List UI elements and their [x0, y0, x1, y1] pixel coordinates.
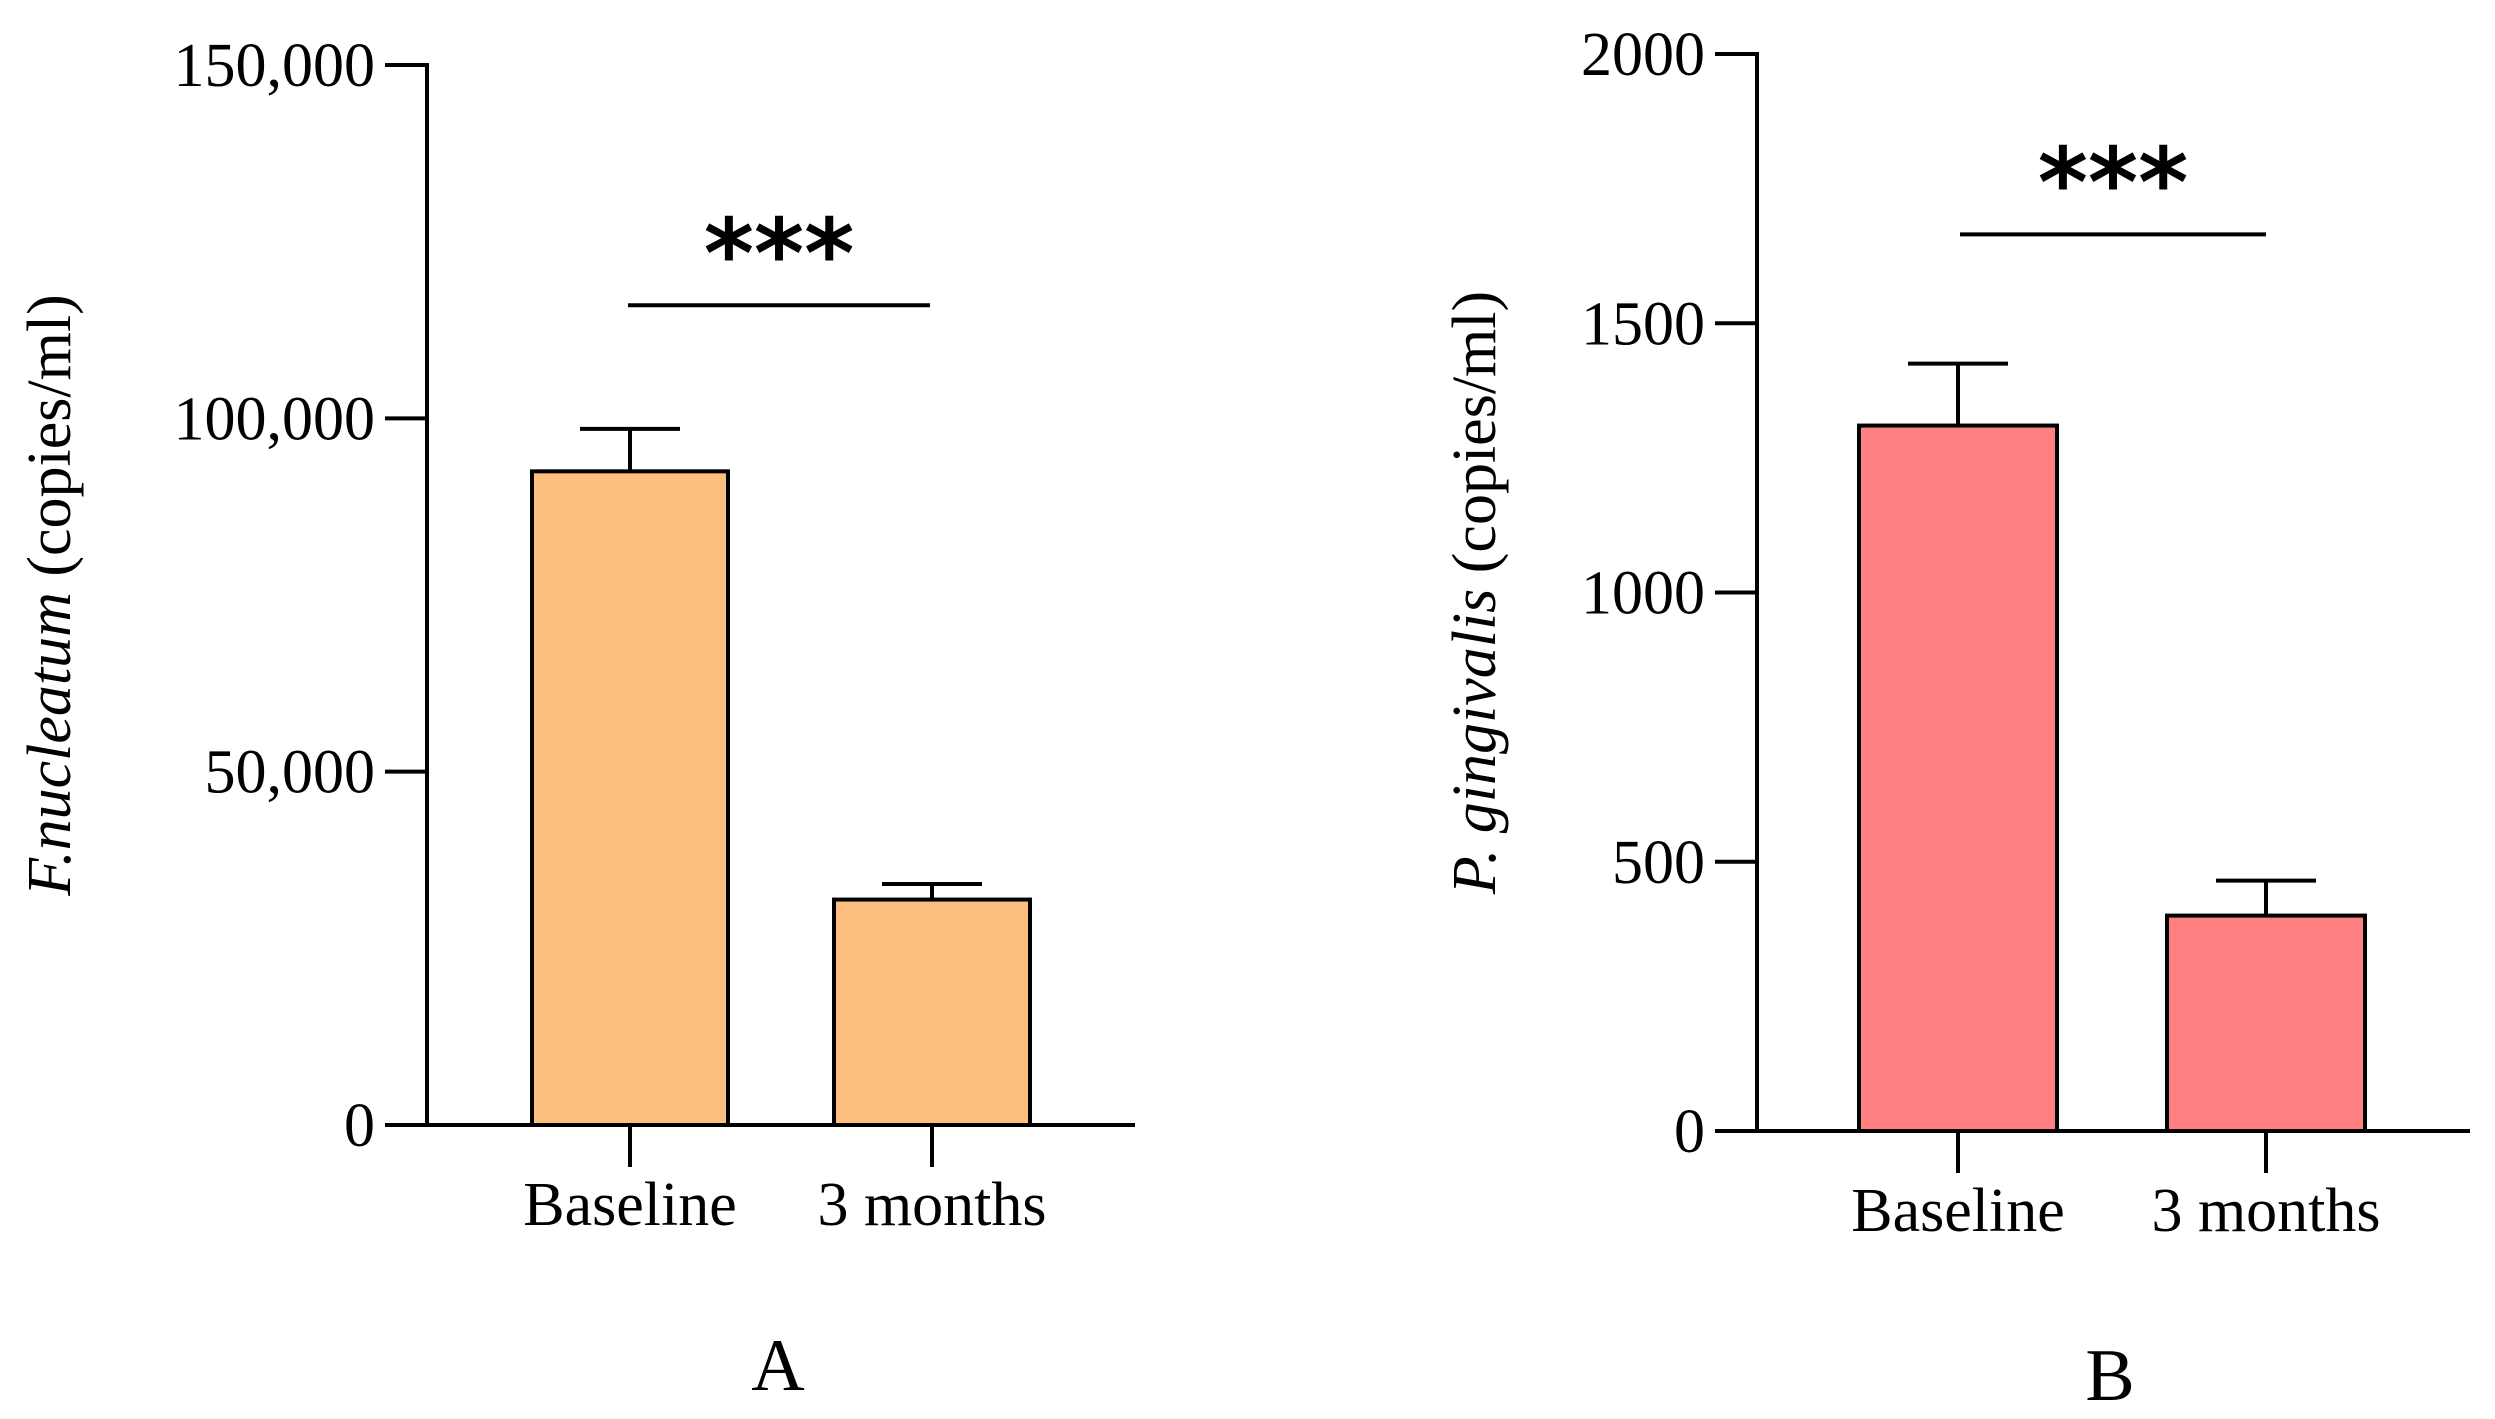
y-axis-title: P. gingivalis (copies/ml) — [1441, 291, 1509, 895]
y-tick-label: 100,000 — [174, 385, 376, 453]
y-tick-label: 1000 — [1581, 560, 1705, 628]
bar — [1857, 423, 2059, 1133]
panel-label: B — [2085, 1335, 2134, 1417]
x-tick-label: Baseline — [523, 1171, 737, 1239]
y-axis-title-species: P. gingivalis — [1441, 589, 1509, 895]
bar — [2165, 913, 2367, 1133]
y-tick-label: 1500 — [1581, 290, 1705, 358]
panel-a: 0 50,000 100,000 150,000 Baseline 3 months F.n… — [16, 32, 1135, 1407]
y-axis-title-units: (copies/ml) — [16, 294, 84, 592]
bar — [832, 897, 1032, 1127]
y-tick-label: 0 — [344, 1092, 375, 1160]
y-tick-label: 150,000 — [174, 32, 376, 100]
y-tick-label: 2000 — [1581, 21, 1705, 89]
significance-label: *** — [2038, 127, 2189, 239]
x-tick-label: 3 months — [2151, 1177, 2380, 1245]
y-tick-label: 50,000 — [205, 739, 376, 807]
y-tick-label: 500 — [1612, 829, 1705, 897]
panel-label: A — [751, 1325, 804, 1407]
significance-label: *** — [704, 198, 855, 310]
y-axis-title-units: (copies/ml) — [1441, 291, 1509, 589]
panel-b: 0 500 1000 1500 2000 Baseline 3 months P. gingi… — [1441, 21, 2470, 1417]
x-tick-label: 3 months — [817, 1171, 1046, 1239]
bar — [530, 469, 730, 1128]
x-tick-label: Baseline — [1851, 1177, 2065, 1245]
y-axis-title-species: F.nucleatum — [16, 592, 84, 897]
y-tick-label: 0 — [1674, 1098, 1705, 1166]
y-axis-title: F.nucleatum (copies/ml) — [16, 294, 84, 897]
